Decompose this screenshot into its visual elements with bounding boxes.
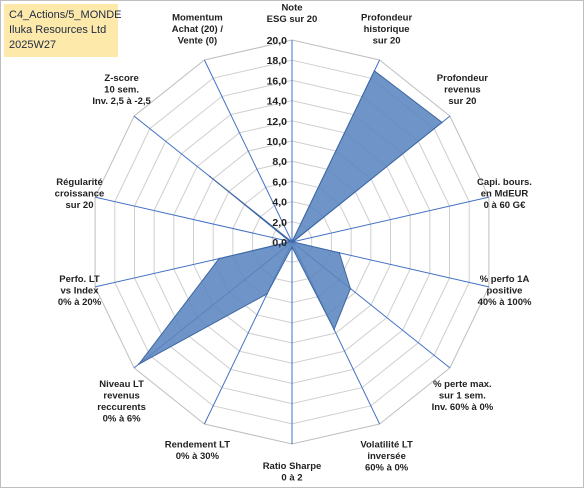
axis-label: Perfo. LT vs Index 0% à 20% — [58, 274, 102, 308]
axis-spoke — [203, 59, 293, 243]
axis-label: Rendement LT 0% à 30% — [165, 439, 230, 462]
data-point — [373, 70, 376, 72]
tick-label: 10,0 — [267, 136, 288, 148]
title-line-category: C4_Actions/5_MONDE — [9, 9, 122, 21]
tick-label: 6,0 — [272, 176, 287, 188]
data-point — [441, 121, 443, 124]
axis-label-line: Vente (0) — [178, 36, 218, 47]
axis-label-line: reccurents — [97, 402, 146, 413]
axis-label-line: en MdEUR — [481, 189, 529, 200]
axis-label-line: sur 20 — [448, 96, 476, 107]
axis-label-line: 40% à 100% — [478, 297, 532, 308]
axis-labels: Note ESG sur 20 Profondeur historique sur 20… — [55, 3, 532, 484]
axis-label-line: 10 sem. — [104, 85, 139, 96]
data-point — [266, 293, 268, 295]
axis-label: Profondeur revenus sur 20 — [437, 73, 488, 107]
axis-label-line: 0 à 2 — [281, 473, 302, 484]
data-point — [333, 328, 335, 331]
axis-label-line: % perfo 1A — [480, 274, 530, 285]
axis-label-line: vs Index — [60, 286, 99, 297]
data-point — [291, 241, 293, 243]
axis-label-line: Volatilité LT — [360, 439, 413, 450]
tick-label: 2,0 — [272, 217, 287, 229]
tick-label: 12,0 — [267, 116, 288, 128]
tick-label: 14,0 — [267, 96, 288, 108]
axis-label: Niveau LT revenus reccurents 0% à 6% — [97, 379, 146, 425]
axis-label-line: Profondeur — [437, 73, 488, 84]
chart-title-box: C4_Actions/5_MONDE Iluka Resources Ltd 2… — [4, 4, 122, 57]
axis-label-line: revenus — [444, 85, 480, 96]
radial-tick-labels: 0,0 2,0 4,0 6,0 8,0 10,0 12,0 14,0 16,0 18,0 20,0 — [267, 35, 288, 249]
data-point — [218, 257, 220, 260]
data-point — [349, 287, 352, 290]
data-point — [338, 252, 341, 254]
axis-label: Volatilité LT inversée 60% à 0% — [360, 439, 413, 473]
axis-label-line: Ratio Sharpe — [263, 461, 322, 472]
data-point — [289, 240, 291, 243]
axis-label-line: sur 20 — [373, 36, 401, 47]
axis-label-line: 0% à 20% — [58, 297, 102, 308]
axis-label-line: sur 1 sem. — [439, 390, 486, 401]
axis-label-line: sur 20 — [66, 200, 94, 211]
axis-label-line: ESG sur 20 — [267, 14, 318, 25]
axis-label: Z-score 10 sem. Inv. 2,5 à -2,5 — [92, 73, 151, 107]
axis-label: Régularité croissance sur 20 — [55, 177, 105, 211]
axis-label-line: inversée — [367, 451, 406, 462]
axis-label: % perfo 1A positive 40% à 100% — [478, 274, 532, 308]
axis-label-line: Rendement LT — [165, 439, 230, 450]
axis-label-line: Régularité — [56, 177, 102, 188]
axis-label: Note ESG sur 20 — [267, 3, 318, 26]
axis-label-line: Niveau LT — [99, 379, 144, 390]
tick-label: 20,0 — [267, 35, 288, 47]
tick-label: 18,0 — [267, 55, 288, 67]
tick-label: 0,0 — [272, 237, 287, 249]
data-point — [209, 175, 211, 178]
axis-label: Capi. bours. en MdEUR 0 à 60 G€ — [477, 177, 532, 211]
axis-label: Momentum Achat (20) / Vente (0) — [172, 13, 224, 47]
axis-label-line: % perte max. — [433, 379, 492, 390]
series-area — [138, 70, 443, 365]
axis-label: Ratio Sharpe 0 à 2 — [263, 461, 322, 484]
axis-label-line: 0 à 60 G€ — [484, 200, 526, 211]
axis-label-line: Profondeur — [361, 13, 412, 24]
axis-label-line: 0% à 30% — [176, 451, 220, 462]
axis-spoke — [94, 196, 293, 243]
axis-label-line: Inv. 2,5 à -2,5 — [92, 96, 151, 107]
tick-label: 16,0 — [267, 75, 288, 87]
axis-label-line: Note — [281, 3, 302, 14]
axis-label-line: Achat (20) / — [172, 24, 224, 35]
data-point — [291, 246, 293, 248]
axis-label-line: Inv. 60% à 0% — [432, 402, 494, 413]
axis-label-line: 0% à 6% — [103, 413, 142, 424]
axis-label: Profondeur historique sur 20 — [361, 13, 412, 47]
data-point — [138, 363, 140, 366]
axis-label-line: revenus — [103, 390, 139, 401]
axis-label-line: Perfo. LT — [59, 274, 100, 285]
axis-label-line: historique — [364, 24, 410, 35]
radar-series — [138, 70, 443, 366]
axis-label-line: positive — [487, 286, 523, 297]
tick-label: 8,0 — [272, 156, 287, 168]
axis-label-line: Momentum — [172, 13, 223, 24]
title-line-company: Iluka Resources Ltd — [9, 24, 107, 36]
axis-label: % perte max. sur 1 sem. Inv. 60% à 0% — [432, 379, 494, 413]
axis-label-line: 60% à 0% — [365, 462, 409, 473]
axis-spoke — [291, 196, 490, 243]
axis-label-line: Capi. bours. — [477, 177, 532, 188]
title-line-week: 2025W27 — [9, 39, 57, 51]
axis-label-line: croissance — [55, 189, 105, 200]
tick-label: 4,0 — [272, 197, 287, 209]
axis-label-line: Z-score — [104, 73, 138, 84]
